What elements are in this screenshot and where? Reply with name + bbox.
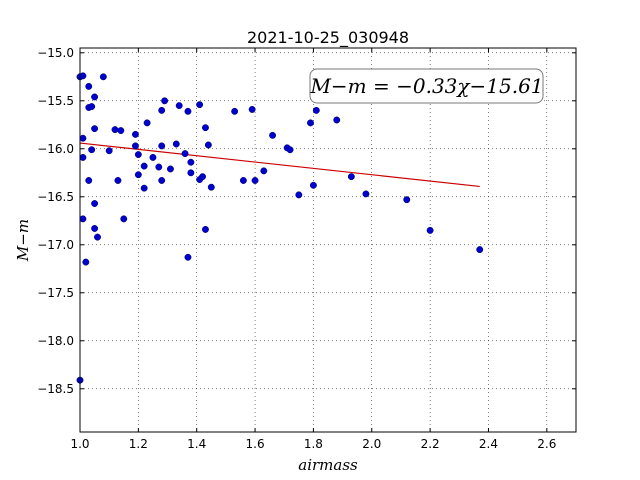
x-tick-label: 1.2 bbox=[129, 437, 148, 451]
data-point bbox=[120, 215, 128, 223]
x-tick-label: 2.2 bbox=[421, 437, 440, 451]
data-point bbox=[184, 253, 192, 261]
data-point bbox=[85, 82, 93, 90]
data-point bbox=[155, 163, 163, 171]
data-point bbox=[91, 200, 99, 207]
data-point bbox=[161, 97, 169, 105]
y-tick-label: −16.0 bbox=[37, 142, 74, 156]
data-point bbox=[260, 167, 268, 175]
fit-annotation: M−m = −0.33χ−15.61 bbox=[309, 68, 544, 104]
data-point bbox=[88, 103, 96, 111]
data-point bbox=[111, 126, 119, 134]
y-tick-label: −16.5 bbox=[37, 190, 74, 204]
data-point bbox=[79, 153, 87, 161]
data-point bbox=[333, 116, 341, 124]
y-tick-label: −17.5 bbox=[37, 286, 74, 300]
data-point bbox=[309, 181, 317, 189]
data-point bbox=[251, 177, 259, 184]
data-point bbox=[143, 119, 151, 127]
data-point bbox=[269, 131, 277, 139]
x-tick-label: 2.6 bbox=[537, 437, 556, 451]
data-point bbox=[312, 106, 320, 114]
data-point bbox=[476, 246, 484, 254]
y-tick-label: −15.0 bbox=[37, 46, 74, 60]
y-tick-label: −18.5 bbox=[37, 382, 74, 396]
data-point bbox=[105, 147, 113, 155]
data-point bbox=[94, 233, 101, 241]
data-point bbox=[202, 124, 209, 132]
axis-ticks: 1.0 1.2 1.4 1.6 1.8 2.0 2.2 2.4 2.6 −15.0 −15.5 −16… bbox=[37, 46, 576, 451]
data-point bbox=[91, 93, 99, 101]
annotation-text: M−m = −0.33χ−15.61 bbox=[309, 74, 543, 98]
data-point bbox=[307, 119, 314, 127]
y-tick-label: −18.0 bbox=[37, 334, 74, 348]
data-point bbox=[207, 183, 215, 191]
x-tick-label: 1.6 bbox=[246, 437, 265, 451]
data-point bbox=[175, 102, 183, 110]
data-point bbox=[140, 184, 148, 192]
data-point bbox=[199, 173, 206, 181]
data-point bbox=[347, 173, 355, 181]
y-tick-label: −17.0 bbox=[37, 238, 74, 252]
x-tick-label: 2.0 bbox=[362, 437, 381, 451]
data-point bbox=[196, 101, 204, 109]
data-point bbox=[158, 177, 166, 184]
data-point bbox=[362, 190, 370, 198]
data-point bbox=[82, 258, 90, 266]
data-point bbox=[91, 225, 99, 232]
x-tick-label: 1.0 bbox=[70, 437, 89, 451]
plot-area-frame bbox=[79, 47, 577, 433]
data-point bbox=[99, 73, 107, 81]
scatter-points bbox=[76, 72, 484, 384]
data-point bbox=[295, 191, 303, 199]
x-axis-label: airmass bbox=[298, 456, 358, 474]
y-axis-label: M−m bbox=[14, 219, 32, 262]
data-point bbox=[79, 215, 87, 223]
x-tick-label: 1.8 bbox=[304, 437, 323, 451]
y-tick-label: −15.5 bbox=[37, 94, 74, 108]
data-point bbox=[79, 72, 87, 80]
data-point bbox=[158, 142, 166, 150]
data-point bbox=[91, 125, 99, 133]
data-point bbox=[187, 158, 195, 166]
data-point bbox=[134, 151, 142, 159]
data-point bbox=[88, 146, 96, 154]
x-tick-label: 2.4 bbox=[479, 437, 498, 451]
data-point bbox=[172, 140, 180, 148]
data-point bbox=[134, 171, 142, 179]
data-point bbox=[85, 177, 93, 184]
data-point bbox=[131, 142, 139, 150]
data-point bbox=[204, 141, 212, 149]
fit-line bbox=[79, 142, 480, 188]
x-tick-label: 1.4 bbox=[187, 437, 206, 451]
data-point bbox=[286, 146, 294, 154]
data-point bbox=[79, 134, 87, 142]
data-point bbox=[184, 107, 192, 115]
data-point bbox=[231, 107, 239, 115]
data-point bbox=[158, 106, 166, 114]
data-point bbox=[117, 127, 125, 135]
data-point bbox=[131, 130, 139, 138]
data-point bbox=[426, 226, 434, 234]
fit-line-layer bbox=[79, 142, 480, 188]
data-point bbox=[202, 225, 209, 233]
data-point bbox=[248, 105, 256, 113]
data-point bbox=[149, 153, 157, 161]
data-point bbox=[403, 196, 411, 204]
chart-title: 2021-10-25_030948 bbox=[247, 28, 409, 48]
data-point bbox=[181, 150, 189, 158]
data-point bbox=[166, 165, 174, 173]
annotation-box bbox=[309, 68, 544, 104]
data-point bbox=[140, 162, 148, 170]
data-point bbox=[114, 177, 122, 184]
data-point bbox=[187, 169, 195, 177]
data-point bbox=[239, 177, 247, 184]
